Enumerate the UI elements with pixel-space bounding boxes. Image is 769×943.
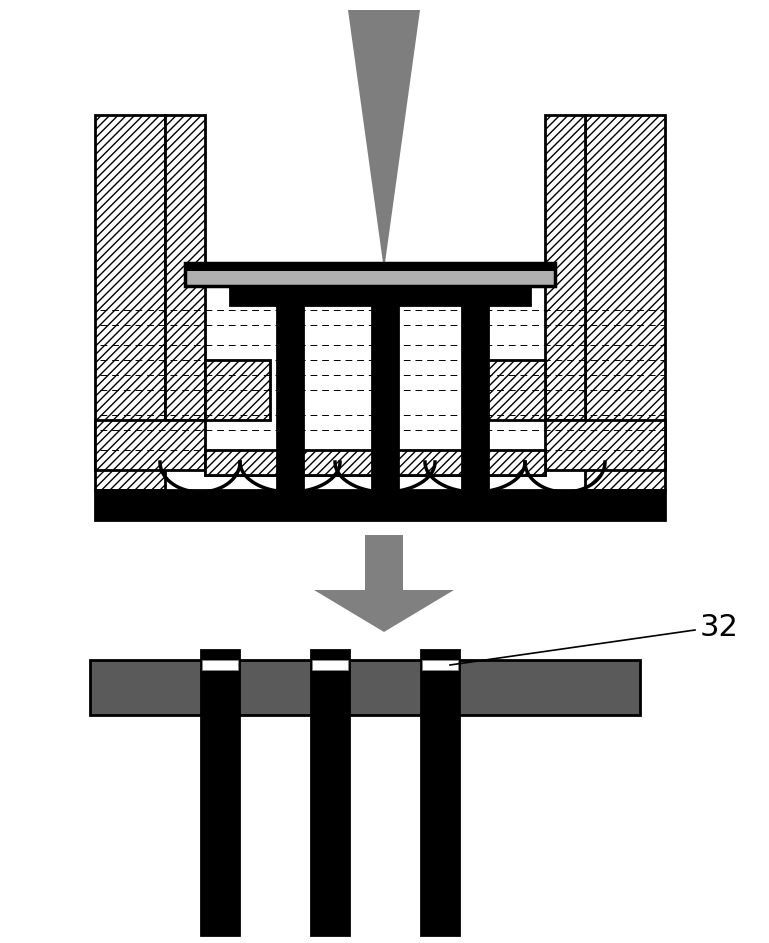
Bar bbox=[95, 115, 165, 490]
Polygon shape bbox=[348, 10, 420, 270]
Polygon shape bbox=[314, 590, 454, 632]
Bar bbox=[95, 420, 205, 470]
Bar bbox=[205, 360, 270, 420]
Text: 32: 32 bbox=[700, 613, 739, 641]
Bar bbox=[312, 660, 348, 670]
Bar bbox=[277, 305, 303, 490]
Bar bbox=[201, 650, 239, 935]
Bar bbox=[311, 650, 349, 935]
Bar bbox=[230, 286, 530, 305]
Bar bbox=[372, 305, 398, 490]
Bar bbox=[585, 115, 665, 490]
Bar bbox=[90, 660, 640, 715]
Bar bbox=[202, 660, 238, 670]
Bar bbox=[365, 535, 403, 590]
Bar bbox=[545, 420, 665, 470]
Bar bbox=[205, 455, 545, 475]
Bar bbox=[205, 450, 545, 475]
Bar bbox=[165, 115, 205, 420]
Bar bbox=[185, 263, 555, 271]
Bar bbox=[185, 263, 555, 286]
Bar bbox=[95, 490, 665, 520]
Bar bbox=[422, 660, 458, 670]
Bar bbox=[462, 305, 488, 490]
Bar bbox=[421, 650, 459, 935]
Bar bbox=[545, 115, 585, 420]
Bar bbox=[480, 360, 545, 420]
